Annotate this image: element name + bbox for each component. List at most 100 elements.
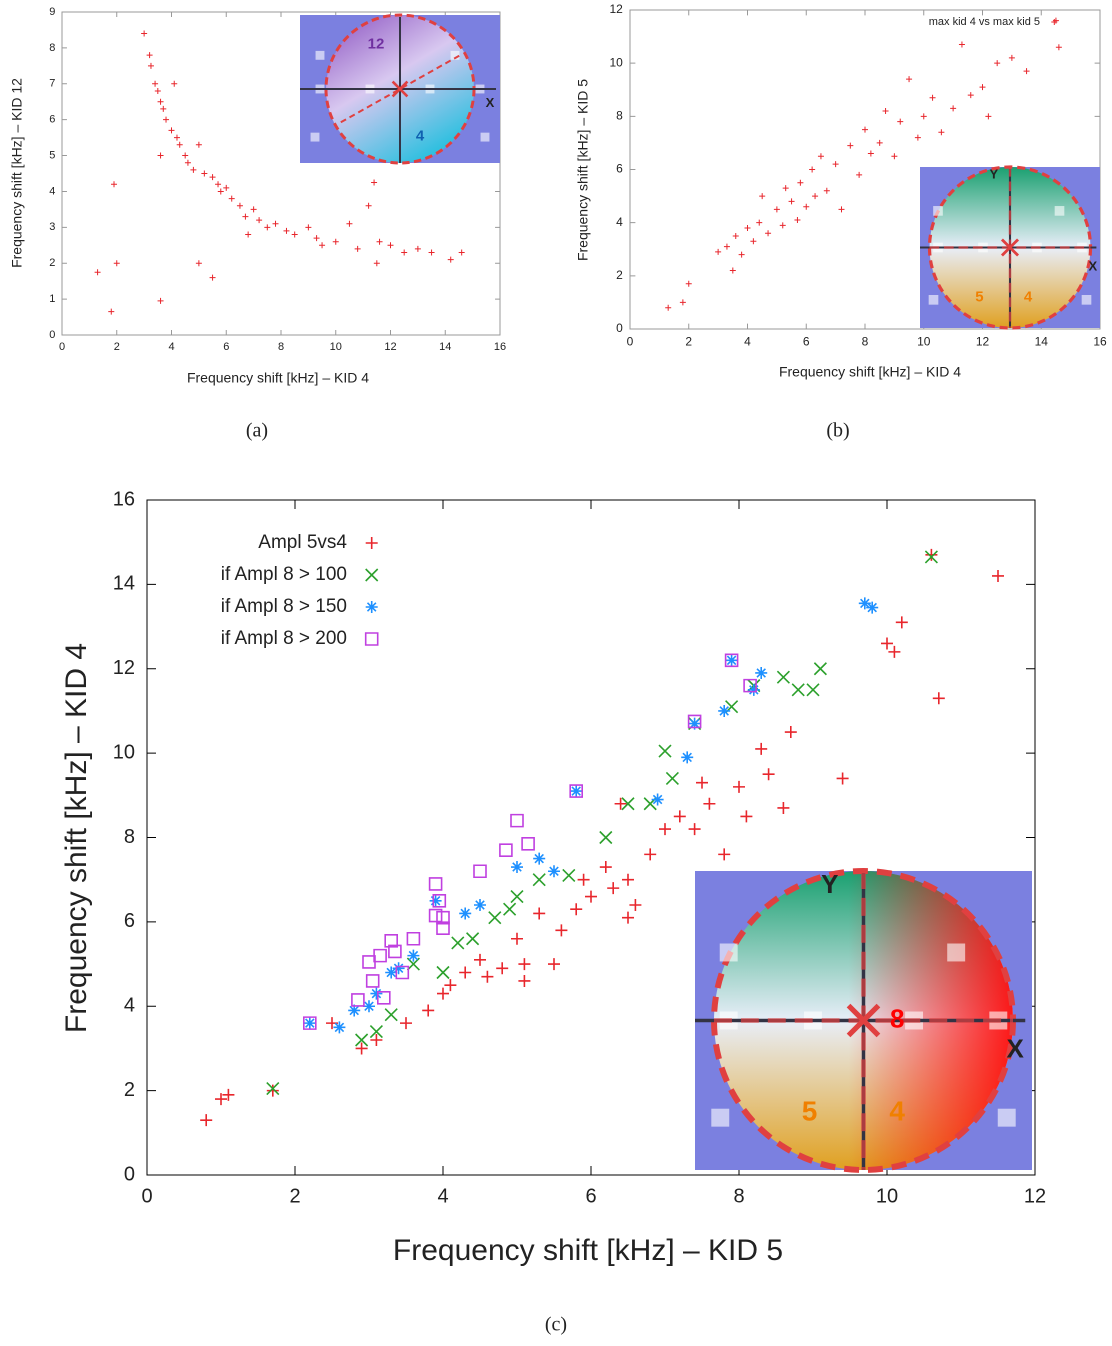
y-tick-label: 1	[49, 293, 55, 305]
point	[658, 744, 672, 758]
inset-label: X	[486, 95, 495, 110]
x-tick-label: 8	[278, 341, 284, 353]
y-tick-label: 2	[616, 268, 623, 282]
point	[222, 1088, 235, 1101]
point	[488, 911, 502, 925]
point	[696, 776, 708, 789]
point	[703, 797, 716, 810]
point	[373, 948, 387, 963]
point	[348, 1004, 361, 1017]
inset-label: Y	[989, 166, 998, 181]
point	[979, 84, 986, 91]
x-tick-label: 4	[168, 341, 174, 353]
point	[813, 662, 827, 676]
legend-marker	[1051, 19, 1058, 25]
point	[157, 297, 164, 304]
point	[510, 889, 524, 904]
point	[607, 882, 620, 895]
point	[685, 280, 692, 287]
point	[858, 597, 871, 610]
x-tick-label: 2	[685, 334, 692, 348]
point	[459, 907, 472, 920]
legend-marker	[365, 537, 378, 549]
point	[570, 785, 583, 798]
point	[223, 184, 230, 191]
point	[209, 274, 216, 281]
point	[511, 932, 523, 945]
inset-pixel	[315, 50, 325, 60]
x-tick-label: 4	[437, 1185, 448, 1207]
point	[215, 1093, 227, 1106]
point	[414, 245, 421, 252]
y-tick-label: 6	[49, 114, 55, 126]
point	[303, 1017, 316, 1030]
point	[401, 249, 408, 256]
point	[548, 865, 560, 878]
point	[747, 683, 760, 696]
point	[665, 304, 672, 311]
point	[436, 921, 450, 936]
point	[967, 92, 974, 99]
point	[897, 118, 904, 125]
point	[319, 242, 326, 249]
point	[659, 823, 671, 836]
y-tick-label: 0	[616, 321, 623, 335]
y-axis-label: Frequency shift [kHz] – KID 12	[9, 78, 25, 268]
point	[152, 80, 159, 87]
legend-marker	[364, 632, 379, 646]
point	[370, 1034, 383, 1046]
point	[141, 30, 148, 37]
point	[888, 645, 901, 658]
x-tick-label: 0	[59, 341, 65, 353]
series	[665, 17, 1062, 311]
point	[876, 139, 883, 146]
inset-pixel	[933, 206, 943, 216]
point	[1008, 54, 1015, 61]
point	[291, 231, 298, 238]
point	[518, 958, 531, 971]
x-tick-label: 16	[1093, 334, 1107, 348]
point	[985, 113, 992, 120]
point	[370, 987, 383, 1000]
x-tick-label: 14	[1035, 334, 1049, 348]
point	[994, 60, 1001, 67]
point	[474, 953, 486, 966]
point	[644, 848, 657, 861]
legend-marker	[365, 601, 378, 613]
point	[215, 181, 222, 188]
point	[1023, 68, 1030, 75]
y-tick-label: 12	[609, 2, 623, 16]
point	[992, 569, 1004, 582]
point	[614, 797, 627, 810]
point	[190, 166, 197, 173]
legend-marker	[365, 568, 379, 582]
point	[832, 161, 839, 168]
y-axis-label: Frequency shift [kHz] – KID 4	[60, 643, 93, 1033]
point	[283, 227, 290, 234]
point	[228, 195, 235, 202]
inset-pixel	[1081, 294, 1092, 305]
point	[924, 550, 938, 564]
x-tick-label: 10	[330, 341, 342, 353]
y-tick-label: 10	[609, 55, 623, 69]
point	[369, 1024, 383, 1039]
point	[444, 979, 457, 992]
point	[555, 924, 568, 937]
inset-label: 12	[368, 36, 385, 53]
point	[473, 864, 487, 879]
point	[195, 260, 202, 267]
point	[333, 1021, 346, 1034]
point	[376, 238, 383, 245]
inset-pixel	[719, 943, 738, 962]
inset-pixel	[450, 50, 460, 60]
point	[428, 249, 435, 256]
point	[346, 220, 353, 227]
point	[744, 224, 751, 231]
x-tick-label: 2	[114, 341, 120, 353]
point	[384, 1008, 398, 1022]
x-tick-label: 16	[494, 341, 506, 353]
point	[250, 206, 257, 213]
point	[146, 52, 153, 59]
point	[521, 837, 535, 851]
point	[914, 134, 921, 141]
